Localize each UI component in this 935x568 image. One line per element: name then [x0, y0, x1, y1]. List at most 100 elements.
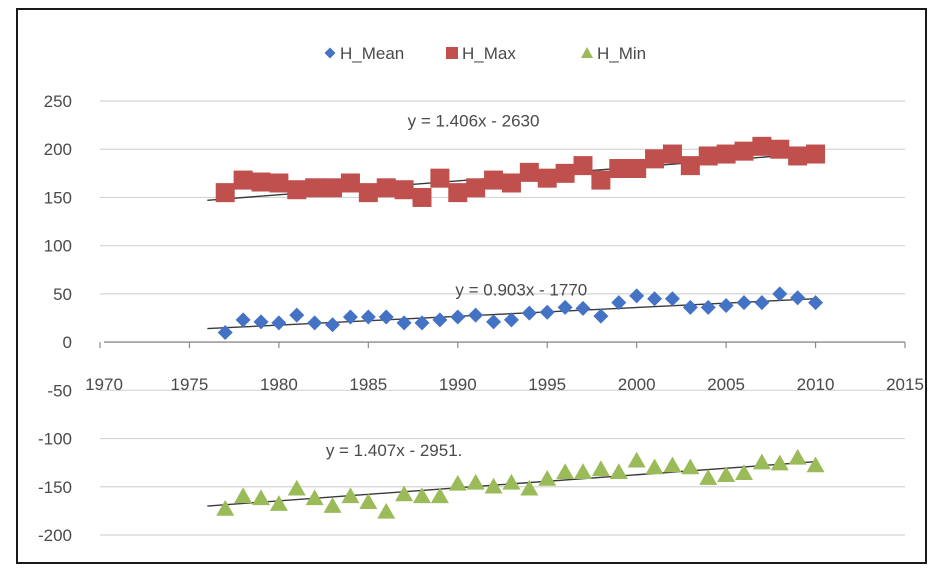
- data-point-h-min: [591, 460, 610, 477]
- legend-layer: H_Mean H_Max H_Min: [324, 44, 646, 63]
- legend-label: H_Min: [597, 44, 646, 63]
- data-point-h-max: [573, 156, 593, 176]
- y-tick-label: -200: [38, 526, 72, 545]
- data-point-h-mean: [360, 309, 376, 325]
- data-point-h-min: [699, 469, 718, 485]
- legend-marker-h-min: [581, 47, 593, 58]
- data-point-h-mean: [378, 309, 394, 325]
- data-point-h-min: [788, 448, 807, 465]
- x-tick-label: 2005: [707, 375, 745, 394]
- data-point-h-min: [448, 474, 467, 491]
- y-tick-label: 200: [44, 140, 72, 159]
- data-point-h-mean: [235, 312, 251, 328]
- data-point-h-min: [287, 479, 306, 496]
- data-point-h-min: [377, 502, 396, 519]
- data-point-h-mean: [396, 315, 412, 331]
- legend-label: H_Mean: [340, 44, 404, 63]
- axis-layer: [99, 341, 906, 349]
- data-point-h-max: [323, 178, 343, 198]
- data-point-h-min: [735, 464, 753, 481]
- data-point-h-max: [412, 187, 432, 207]
- data-point-h-mean: [718, 297, 734, 313]
- data-point-h-mean: [664, 291, 680, 307]
- data-point-h-mean: [808, 295, 824, 311]
- data-point-h-min: [681, 458, 700, 475]
- x-tick-label: 1985: [349, 375, 387, 394]
- data-point-h-min: [341, 487, 360, 504]
- data-point-h-min: [752, 453, 771, 470]
- data-point-h-min: [806, 456, 825, 473]
- data-point-h-min: [627, 451, 646, 468]
- trend-layer: [207, 152, 816, 507]
- data-point-h-max: [394, 180, 414, 200]
- data-point-h-max: [609, 159, 629, 179]
- data-point-h-max: [734, 141, 754, 161]
- data-point-h-max: [501, 173, 521, 193]
- data-point-h-max: [430, 168, 450, 188]
- data-point-h-mean: [307, 315, 323, 331]
- x-tick-label: 1990: [439, 375, 477, 394]
- data-point-h-mean: [593, 308, 609, 324]
- data-point-h-max: [448, 183, 468, 203]
- data-point-h-max: [519, 162, 539, 182]
- data-point-h-max: [215, 183, 235, 203]
- data-point-h-min: [269, 495, 288, 511]
- data-point-h-min: [430, 487, 449, 504]
- data-point-h-max: [555, 163, 575, 183]
- data-point-h-min: [770, 454, 789, 471]
- data-point-h-max: [645, 149, 665, 169]
- y-tick-label: -50: [47, 381, 72, 400]
- data-point-h-mean: [736, 295, 752, 311]
- data-point-h-max: [484, 170, 504, 190]
- data-point-h-mean: [289, 307, 305, 323]
- y-tick-label: 150: [44, 188, 72, 207]
- data-point-h-max: [537, 168, 557, 188]
- data-point-h-max: [806, 144, 826, 164]
- data-point-h-min: [574, 463, 592, 480]
- data-point-h-max: [752, 136, 772, 156]
- data-point-h-min: [466, 473, 485, 490]
- data-point-h-min: [717, 466, 736, 482]
- x-tick-label: 1975: [171, 375, 209, 394]
- data-point-h-mean: [432, 312, 448, 328]
- data-point-h-mean: [450, 309, 466, 325]
- data-point-h-max: [340, 173, 360, 193]
- trend-equation-label: y = 1.407x - 2951.: [326, 441, 463, 460]
- data-point-h-min: [520, 479, 539, 496]
- x-tick-label: 2015: [886, 375, 924, 394]
- data-point-h-mean: [647, 291, 663, 307]
- data-point-h-max: [770, 139, 790, 159]
- data-point-h-mean: [325, 317, 341, 333]
- grid-layer: [100, 100, 905, 536]
- data-point-h-min: [323, 497, 342, 513]
- y-tick-label: 50: [53, 285, 72, 304]
- data-point-h-min: [252, 489, 270, 506]
- data-point-h-max: [698, 146, 718, 166]
- data-point-h-min: [413, 487, 431, 504]
- legend-label: H_Max: [462, 44, 516, 63]
- data-point-h-mean: [521, 305, 537, 321]
- data-point-h-max: [269, 173, 289, 193]
- data-point-h-min: [538, 470, 557, 486]
- data-point-h-min: [359, 493, 378, 509]
- data-point-h-min: [663, 456, 682, 473]
- marker-layer: [215, 136, 826, 519]
- x-tick-label: 1995: [528, 375, 566, 394]
- data-point-h-min: [609, 463, 628, 480]
- data-point-h-max: [251, 172, 271, 192]
- data-point-h-mean: [557, 299, 573, 315]
- label-layer: 250 200 150 100 50 0 -50 -100 -150 -200 1970 1975 19…: [38, 92, 924, 545]
- legend-marker-h-mean: [324, 47, 336, 59]
- data-point-h-mean: [486, 314, 502, 330]
- data-point-h-mean: [468, 307, 484, 323]
- data-point-h-mean: [271, 315, 287, 331]
- data-point-h-max: [358, 183, 378, 203]
- data-point-h-max: [591, 170, 611, 190]
- data-point-h-min: [484, 477, 503, 494]
- data-point-h-min: [556, 463, 575, 480]
- data-point-h-mean: [611, 295, 627, 311]
- data-point-h-max: [716, 144, 736, 164]
- data-point-h-max: [466, 178, 486, 198]
- data-point-h-mean: [700, 299, 716, 315]
